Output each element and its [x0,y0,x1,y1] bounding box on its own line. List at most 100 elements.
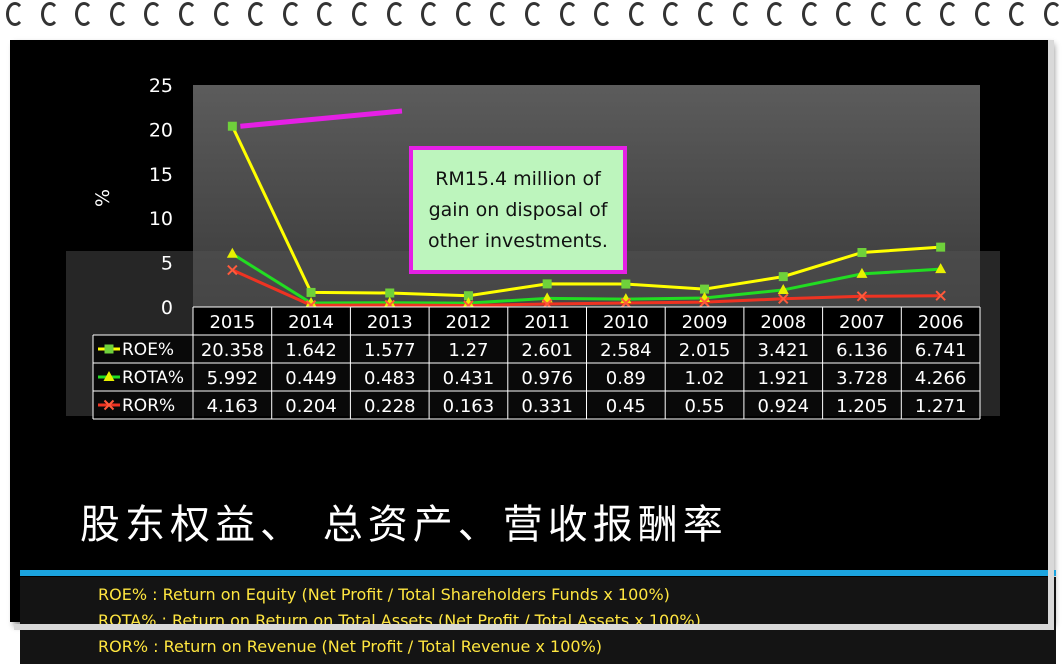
rota-point [935,263,947,274]
slide-title-chinese: 股东权益、 总资产、营收报酬率 [80,502,728,548]
binding-ring [663,2,682,26]
data-label: 0.45 [606,396,646,417]
roe-point [621,279,631,289]
rota-point [462,297,474,308]
binding-ring [6,2,24,26]
binding-ring [974,2,993,26]
binding-ring [836,2,855,26]
y-tick-label: 20 [149,119,173,141]
data-label: 20.358 [201,340,264,361]
binding-ring [248,2,267,26]
data-label: 2.601 [521,340,573,361]
table-body-bg [93,335,980,419]
roe-point [227,121,237,131]
binding-ring [594,2,613,26]
binding-ring [940,2,959,26]
data-label: 0.483 [364,368,416,389]
slide-shadow-right [1048,40,1054,626]
accent-divider [20,570,1056,576]
binding-ring [905,2,924,26]
ror-point [227,264,238,276]
annotation-callout: RM15.4 million of gain on disposal of ot… [409,146,627,274]
y-tick-label: 0 [161,297,173,319]
data-label: 0.431 [443,368,495,389]
y-tick-label: 15 [149,164,173,186]
chart: 0 5 10 15 20 25% 2015 2014 2013 2012 2011 2010 2009 2… [66,75,1000,420]
legend-entry: ROE% [122,340,174,360]
data-label: 2.015 [679,340,731,361]
legend-entry: ROR% [122,396,175,416]
roe-point [385,288,395,298]
roe-point [306,287,316,297]
binding-ring [213,2,232,26]
data-label: 1.205 [836,396,888,417]
annotation-text: RM15.4 million of gain on disposal of ot… [428,167,608,252]
roe-point [857,248,867,258]
legend-entry: ROTA% [122,368,184,388]
binding-ring [801,2,820,26]
callout-connector [240,108,403,129]
roe-point [700,284,710,294]
definition-ror: ROR% : Return on Revenue (Net Profit / T… [98,637,603,656]
roe-point [936,242,946,252]
binding-ring [144,2,163,26]
ror-point [935,290,946,301]
definition-roe: ROE% : Return on Equity (Net Profit / To… [98,585,670,604]
binding-ring [75,2,94,26]
roe-point [463,291,473,301]
data-label: 5.992 [207,368,259,389]
binding-ring [386,2,405,26]
binding-ring [282,2,301,26]
binding-ring [871,2,889,26]
x-tick-label: 2013 [367,312,413,333]
binding-ring [767,2,786,26]
binding-ring [698,2,716,26]
binding-ring [352,2,370,26]
data-label: 3.421 [757,340,809,361]
roe-point [778,272,788,282]
data-label: 0.55 [685,396,725,417]
legend-key-marker [103,371,115,381]
data-label: 6.741 [915,340,967,361]
legend-key-marker [103,399,115,411]
x-tick-label: 2014 [288,312,334,333]
binding-ring [525,2,543,26]
slide: 0 5 10 15 20 25% 2015 2014 2013 2012 2011 2010 2009 2… [10,40,1056,664]
ror-point [778,293,789,305]
binding-ring [490,2,509,26]
data-label: 1.577 [364,340,416,361]
binding-ring [317,2,336,26]
x-tick-label: 2007 [839,312,885,333]
binding-ring [179,2,197,26]
y-tick-label: 5 [161,253,173,275]
ror-point [699,296,710,308]
data-label: 0.163 [443,396,495,417]
data-label: 0.449 [285,368,337,389]
data-label: 0.89 [606,368,646,389]
slide-shadow-bottom [14,624,1054,630]
series-line-rota [231,252,941,305]
rota-point [541,292,553,303]
data-label: 0.228 [364,396,416,417]
ring-binding [0,0,1064,40]
data-label: 1.271 [915,396,967,417]
data-label: 0.204 [285,396,337,417]
binding-ring [109,2,128,26]
data-label: 0.976 [521,368,573,389]
data-label: 4.266 [915,368,967,389]
data-label: 1.27 [448,340,488,361]
x-tick-label: 2012 [446,312,492,333]
binding-ring [628,2,647,26]
x-tick-label: 2010 [603,312,649,333]
definitions-panel: ROE% : Return on Equity (Net Profit / To… [20,577,1056,664]
data-label: 0.331 [521,396,573,417]
roe-point [542,279,552,289]
binding-ring [1009,2,1028,26]
binding-ring [40,2,59,26]
binding-ring [1044,2,1062,26]
x-tick-label: 2015 [209,312,255,333]
rota-point [305,297,317,308]
x-tick-label: 2009 [682,312,728,333]
rota-point [226,247,238,258]
x-tick-label: 2008 [760,312,806,333]
